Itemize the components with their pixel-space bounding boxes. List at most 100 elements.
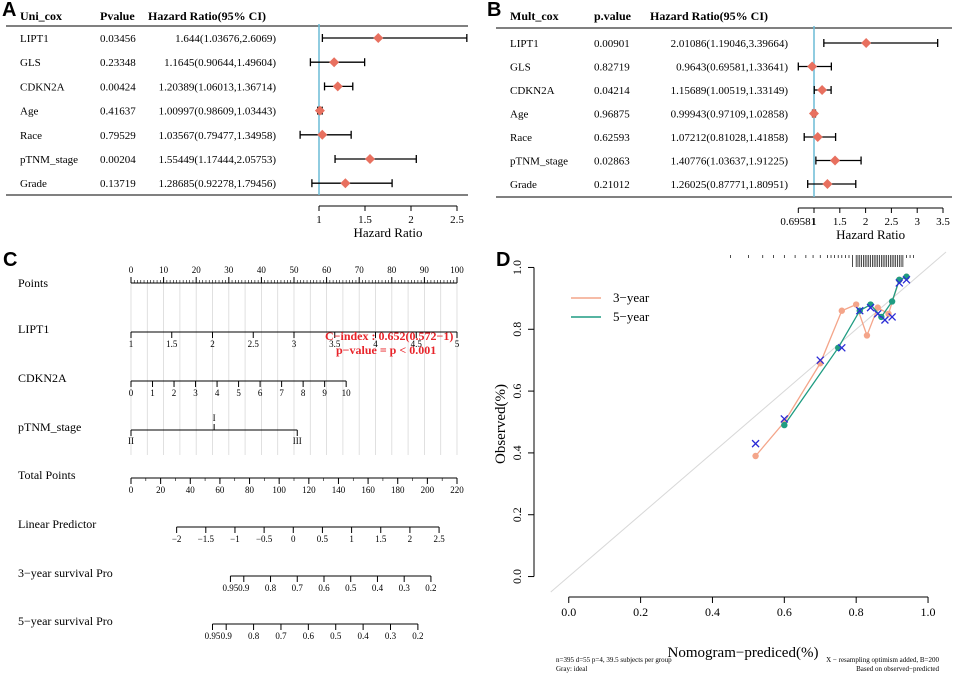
tick-label: 30 (224, 265, 234, 275)
row-label: CDKN2A (20, 81, 65, 93)
row-pvalue: 0.82719 (594, 62, 630, 74)
tick-label: 180 (391, 485, 405, 495)
series-point (888, 298, 896, 305)
tick-label: 8 (301, 388, 306, 398)
x-tick-label: 2.5 (885, 216, 899, 228)
tick-label: II (128, 436, 134, 446)
tick-label: 0.7 (275, 631, 287, 641)
tick-label: 9 (322, 388, 327, 398)
x-tick-label: 1.5 (358, 214, 372, 226)
tick-label: 2 (408, 534, 413, 544)
tick-label: 0.6 (318, 583, 330, 593)
resample-x-mark (902, 275, 911, 284)
y-tick-label: 1.0 (510, 260, 524, 275)
row-label: Grade (20, 178, 47, 190)
tick-label: 0.4 (372, 583, 384, 593)
row-label: pTNM_stage (20, 154, 78, 166)
resample-x-mark (873, 309, 882, 318)
tick-label: 0 (129, 485, 134, 495)
row-hr-ci: 1.26025(0.87771,1.80951) (671, 179, 789, 191)
tick-label: 0.3 (399, 583, 411, 593)
row-hr-ci: 1.03567(0.79477,1.34958) (159, 130, 277, 142)
tick-label: 0 (291, 534, 296, 544)
tick-label: 6 (258, 388, 263, 398)
tick-label: 2.5 (433, 534, 445, 544)
y-tick-label: 0.6 (510, 384, 524, 399)
panel-label: D (496, 249, 510, 271)
row-pvalue: 0.79529 (100, 130, 136, 142)
hr-diamond (329, 57, 340, 68)
tick-label: −0.5 (256, 534, 273, 544)
row-pvalue: 0.02863 (594, 156, 630, 168)
row-hr-ci: 1.07212(0.81028,1.41858) (671, 132, 789, 144)
row-hr-ci: 1.15689(1.00519,1.33149) (671, 85, 789, 97)
footnote: Based on observed−predicted (856, 665, 939, 673)
tick-label: −1 (230, 534, 240, 544)
ideal-line (550, 251, 947, 593)
hr-diamond (808, 108, 819, 119)
x-axis-title: Hazard Ratio (354, 225, 423, 240)
row-title: Linear Predictor (18, 517, 96, 531)
x-tick-label: 2 (408, 214, 414, 226)
tick-label: 1 (129, 339, 134, 349)
hr-diamond (807, 61, 818, 72)
series-point (852, 301, 860, 308)
tick-label: 160 (361, 485, 375, 495)
tick-label: 4.5 (411, 339, 423, 349)
y-axis-title: Observed(%) (493, 384, 509, 464)
y-tick-label: 0.4 (510, 445, 524, 460)
tick-label: 3.5 (329, 339, 341, 349)
row-pvalue: 0.62593 (594, 132, 630, 144)
row-label: Age (20, 106, 38, 118)
row-label: pTNM_stage (510, 156, 568, 168)
tick-label: 80 (245, 485, 255, 495)
row-title: 5−year survival Pro (18, 614, 113, 628)
tick-label: 1 (150, 388, 155, 398)
series-point (874, 304, 881, 311)
tick-label: 2 (172, 388, 177, 398)
tick-label: 0.2 (412, 631, 423, 641)
footnote: n=395 d=55 p=4, 39.5 subjects per group (556, 656, 672, 664)
tick-label: 10 (342, 388, 352, 398)
hr-diamond (317, 129, 328, 140)
tick-label: −2 (172, 534, 182, 544)
hr-diamond (822, 179, 833, 189)
tick-label: 50 (290, 265, 300, 275)
tick-label: 0.5 (345, 583, 357, 593)
tick-label: 100 (450, 265, 464, 275)
row-hr-ci: 0.99943(0.97109,1.02858) (671, 109, 789, 121)
hr-diamond (830, 155, 841, 166)
footnote: X − resampling optimism added, B=200 (826, 656, 939, 664)
tick-label: 0.5 (330, 631, 342, 641)
row-label: GLS (20, 57, 41, 69)
c-index-annotation: C−index : 0.652(0.572−1) (325, 329, 453, 343)
x-tick-label: 0.2 (633, 605, 648, 619)
footnote: Gray: ideal (556, 665, 587, 673)
tick-label: 200 (421, 485, 435, 495)
tick-label: 4 (215, 388, 220, 398)
hr-diamond (365, 154, 376, 164)
resample-x-mark (880, 316, 889, 324)
tick-label: III (293, 436, 302, 446)
resample-x-mark (780, 414, 789, 423)
tick-label: 0.5 (317, 534, 329, 544)
row-label: CDKN2A (510, 85, 555, 97)
tick-label: −1.5 (198, 534, 215, 544)
tick-label: I (213, 413, 216, 423)
resample-x-mark (866, 303, 875, 312)
row-pvalue: 0.96875 (594, 109, 630, 121)
tick-label: 60 (215, 485, 225, 495)
x-tick-label: 3.5 (936, 216, 950, 228)
row-pvalue: 0.00901 (594, 38, 630, 50)
tick-label: 0.9 (238, 583, 250, 593)
tick-label: 20 (192, 265, 202, 275)
x-tick-label: 1 (316, 214, 322, 226)
row-hr-ci: 2.01086(1.19046,3.39664) (671, 38, 789, 50)
resample-x-mark (855, 306, 864, 315)
row-title: 3−year survival Pro (18, 566, 113, 580)
row-label: Race (510, 132, 532, 144)
row-hr-ci: 1.20389(1.06013,1.36714) (159, 81, 277, 93)
tick-label: 0.2 (425, 583, 436, 593)
forest-plot-multivariate: B Mult_cox p.value Hazard Ratio(95% CI) LIPT… (487, 0, 952, 242)
forest-plot-univariate: A Uni_cox Pvalue Hazard Ratio(95% CI) LIPT1 0… (2, 0, 468, 240)
